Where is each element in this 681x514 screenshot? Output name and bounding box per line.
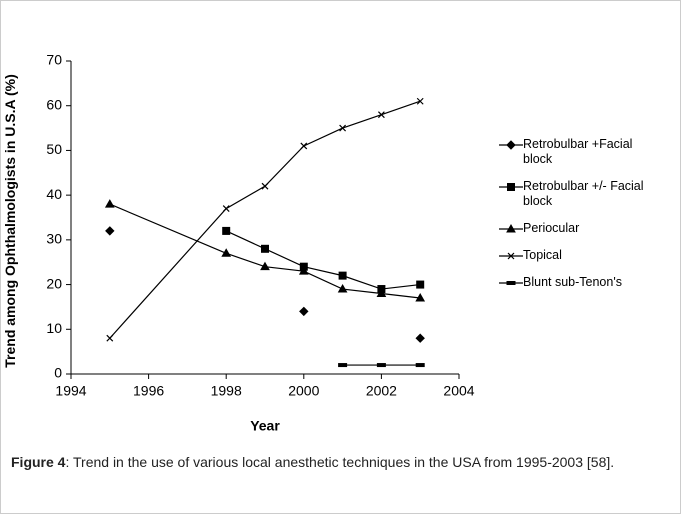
marker [507,183,515,191]
y-axis-label: Trend among Ophthalmologists in U.S.A (%… [2,74,18,368]
marker [261,182,269,190]
legend-label: Topical [523,248,562,262]
legend-swatch [499,140,523,150]
x-tick-label: 2004 [443,383,474,399]
marker [506,223,516,233]
caption: Figure 4: Trend in the use of various lo… [11,453,666,472]
marker [338,363,348,368]
marker [261,244,269,253]
x-tick-label: 2002 [366,383,397,399]
legend-label: Periocular [523,221,580,235]
marker [337,284,348,293]
y-tick-label: 10 [46,320,62,336]
y-tick-label: 30 [46,231,62,247]
marker [339,124,347,132]
legend-label: Retrobulbar +/- Facial block [523,179,644,208]
marker [300,142,308,150]
legend-label: Retrobulbar +Facial block [523,137,633,166]
x-tick-label: 2000 [288,383,319,399]
legend-entry: Blunt sub-Tenon's [499,275,659,290]
marker [221,248,232,257]
marker [416,280,425,289]
marker [507,252,515,260]
marker [416,97,424,105]
legend-swatch [499,183,523,191]
caption-label: Figure 4 [11,454,66,470]
marker [506,281,516,285]
legend-swatch [499,281,523,285]
y-tick-label: 70 [46,52,62,68]
marker [298,266,309,275]
marker [376,288,387,298]
legend-entry: Topical [499,248,659,263]
y-tick-label: 40 [46,186,62,202]
chart: Year 0 10 20 30 40 50 60 70 1994 1996 1998 2000 2002… [46,52,474,434]
y-tick-label: 50 [46,141,62,157]
marker [376,363,386,368]
marker [299,306,309,317]
marker [260,261,270,271]
marker [222,226,231,235]
legend-entry: Retrobulbar +/- Facial block [499,179,659,209]
x-tick-label: 1998 [211,383,242,399]
series-line [225,230,421,290]
marker [104,199,115,208]
series-line [109,100,421,339]
marker [415,333,425,343]
legend-entry: Retrobulbar +Facial block [499,137,659,167]
legend-swatch [499,223,523,233]
legend-swatch [499,252,523,260]
marker [105,226,115,236]
x-tick-label: 1996 [133,383,164,399]
marker [106,334,114,342]
marker [415,363,425,368]
x-axis-label: Year [250,418,280,434]
x-tick-label: 1994 [55,383,86,399]
legend: Retrobulbar +Facial block Retrobulbar +/-… [499,137,659,302]
y-tick-label: 0 [54,365,62,381]
legend-label: Blunt sub-Tenon's [523,275,622,289]
marker [338,271,347,280]
marker [415,292,426,302]
caption-text: : Trend in the use of various local anes… [65,454,615,470]
marker [222,205,230,212]
legend-entry: Periocular [499,221,659,236]
marker [506,140,516,150]
y-tick-label: 20 [46,275,62,291]
marker [377,111,385,119]
y-tick-label: 60 [46,96,62,112]
